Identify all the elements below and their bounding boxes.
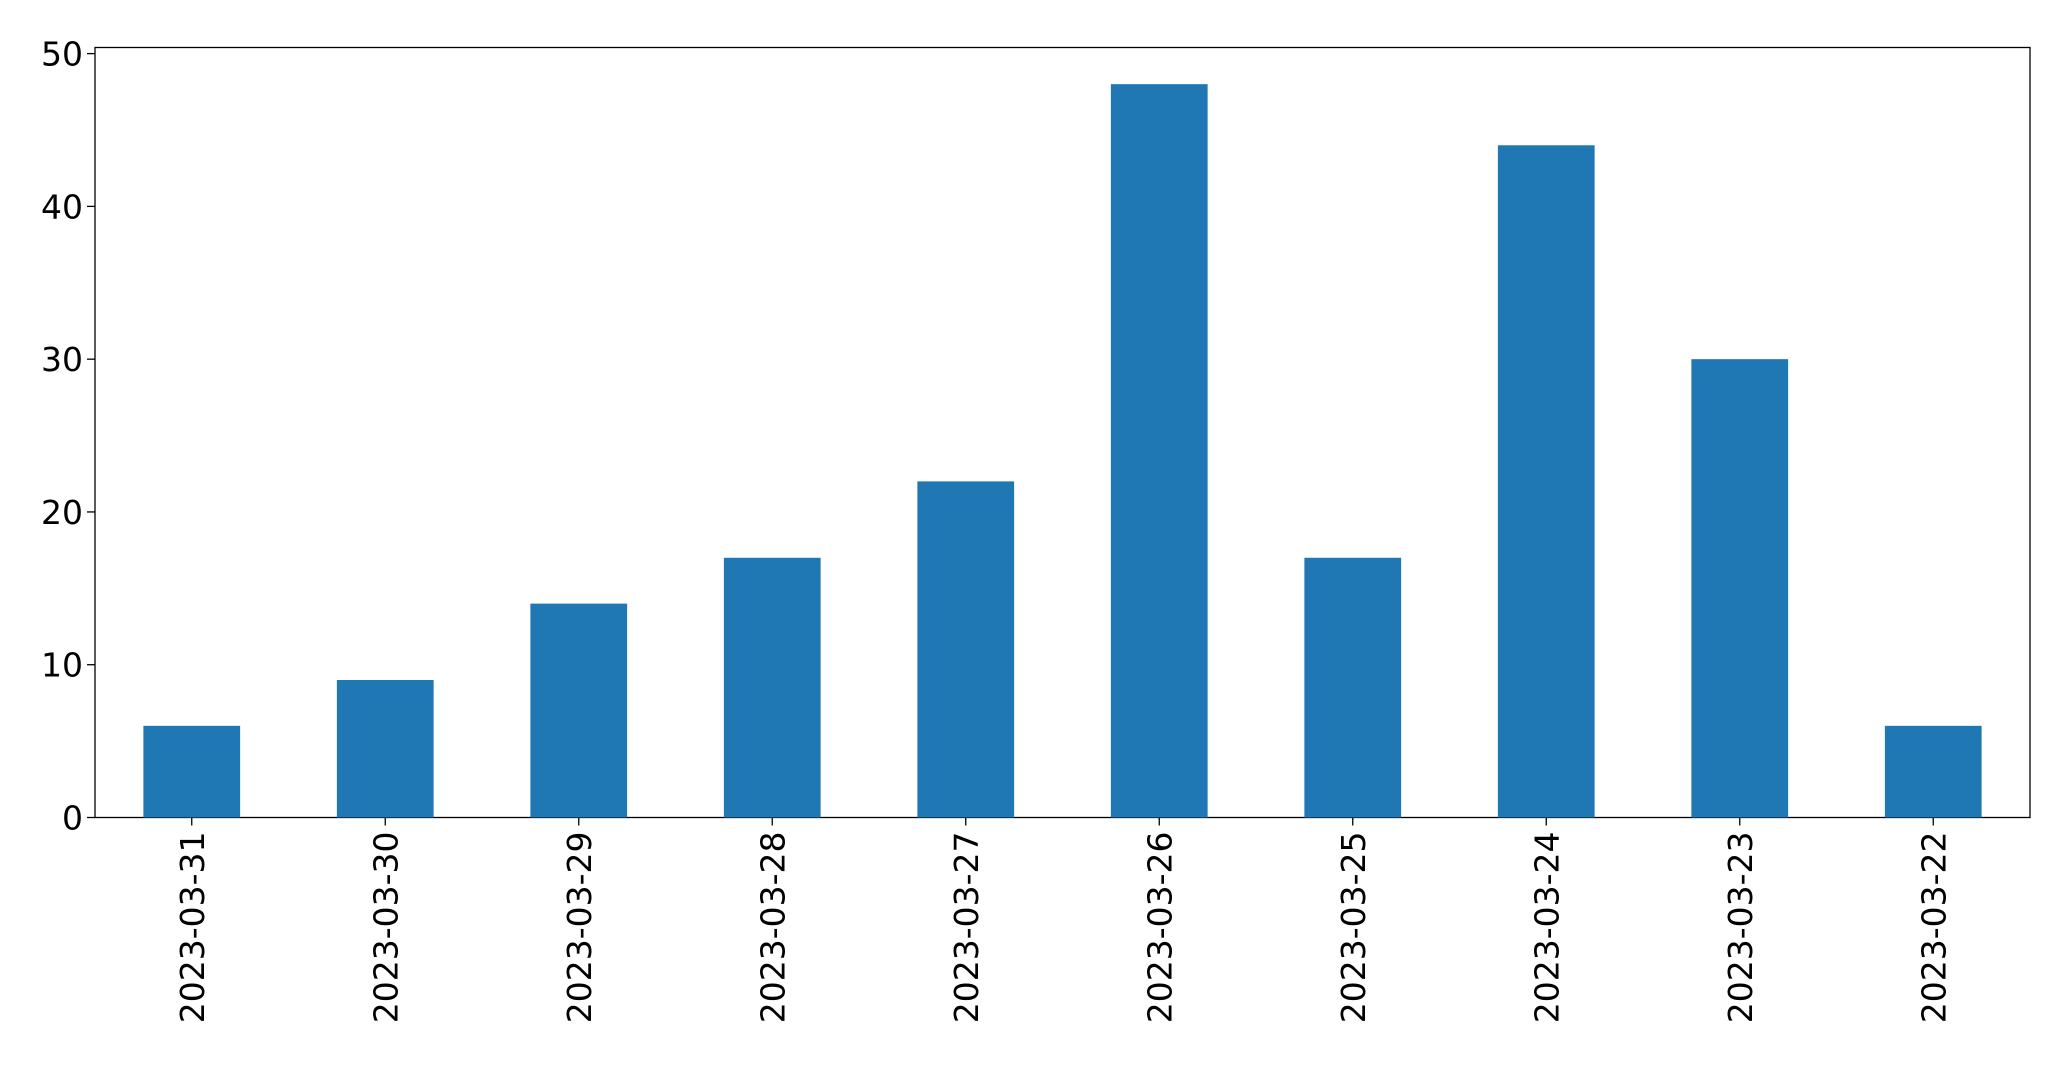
bar <box>336 680 434 818</box>
x-tick-label: 2023-03-29 <box>560 832 599 1024</box>
bar <box>1110 84 1208 818</box>
x-tick-label: 2023-03-23 <box>1721 832 1760 1024</box>
x-tick-label: 2023-03-22 <box>1914 832 1953 1024</box>
x-tick-label: 2023-03-25 <box>1334 832 1373 1024</box>
bar <box>1884 725 1982 818</box>
x-tick-label: 2023-03-27 <box>947 832 986 1024</box>
bar <box>530 603 628 818</box>
bar <box>1691 359 1789 818</box>
bar <box>1497 145 1595 818</box>
bar <box>917 481 1015 818</box>
y-tick-label: 40 <box>41 187 83 226</box>
y-tick-label: 20 <box>41 493 83 532</box>
x-tick-label: 2023-03-30 <box>366 832 405 1024</box>
bar <box>143 725 241 818</box>
y-tick-label: 10 <box>41 646 83 685</box>
x-tick-label: 2023-03-26 <box>1140 832 1179 1024</box>
x-tick-label: 2023-03-31 <box>173 832 212 1024</box>
y-tick-label: 0 <box>62 799 83 838</box>
x-tick-label: 2023-03-24 <box>1527 832 1566 1024</box>
bar <box>723 557 821 818</box>
y-tick-label: 30 <box>41 340 83 379</box>
plot-frame <box>94 46 2031 819</box>
y-tick-label: 50 <box>41 35 83 74</box>
bar <box>1304 557 1402 818</box>
x-tick-label: 2023-03-28 <box>753 832 792 1024</box>
